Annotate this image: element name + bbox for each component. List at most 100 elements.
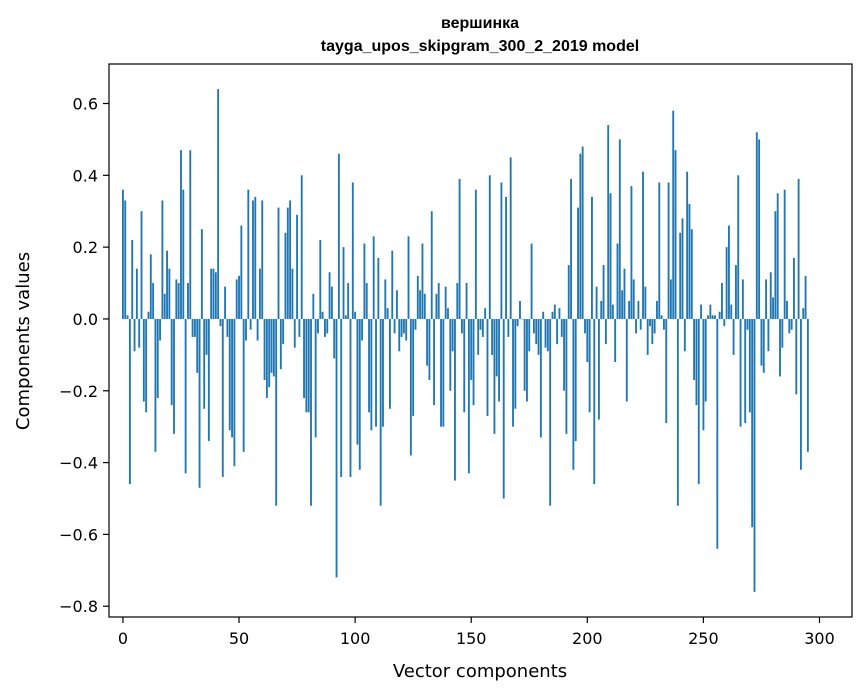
bar-46: [228, 318, 231, 431]
bar-133: [430, 211, 433, 319]
bar-217: [625, 318, 628, 402]
bar-139: [444, 286, 447, 319]
bar-26: [182, 189, 185, 319]
bar-43: [221, 318, 224, 477]
bar-257: [718, 311, 721, 319]
bar-113: [384, 279, 387, 319]
bar-116: [391, 250, 394, 319]
bar-131: [426, 318, 429, 366]
bar-267: [741, 279, 744, 319]
bar-42: [219, 318, 222, 327]
bar-140: [447, 308, 449, 319]
bar-77: [300, 175, 303, 319]
bar-198: [581, 146, 584, 319]
x-tick-label: 0: [118, 629, 128, 648]
bar-107: [370, 318, 373, 431]
chart-title: вершинка: [441, 15, 519, 32]
bar-16: [159, 318, 162, 341]
bar-137: [440, 318, 442, 427]
bar-80: [307, 318, 310, 413]
y-tick-label: 0.6: [73, 95, 98, 114]
bar-135: [435, 293, 438, 319]
bar-9: [142, 318, 145, 402]
bar-272: [753, 318, 756, 592]
bar-123: [407, 236, 410, 319]
bar-228: [651, 318, 654, 345]
bar-231: [658, 182, 661, 319]
bar-163: [500, 182, 503, 319]
bar-136: [437, 283, 440, 319]
y-tick-label: 0.2: [73, 238, 98, 257]
bar-141: [449, 318, 452, 391]
bar-213: [616, 243, 619, 319]
bar-50: [238, 275, 240, 319]
bar-268: [744, 318, 747, 424]
bar-254: [711, 315, 714, 319]
bar-218: [628, 301, 631, 319]
bar-256: [716, 318, 719, 549]
bar-259: [723, 318, 726, 327]
bar-290: [795, 318, 798, 395]
y-tick-label: 0.0: [73, 310, 98, 329]
bar-122: [405, 318, 408, 341]
bar-170: [516, 318, 519, 327]
bar-204: [595, 286, 598, 319]
bar-44: [224, 286, 227, 319]
bar-288: [790, 318, 793, 330]
bar-93: [337, 153, 340, 319]
bar-150: [470, 318, 473, 380]
bar-234: [665, 318, 668, 424]
bar-266: [739, 318, 742, 427]
bar-35: [203, 318, 206, 409]
bar-237: [672, 110, 675, 319]
bar-25: [180, 150, 182, 319]
bar-108: [372, 236, 375, 319]
bar-223: [639, 318, 642, 330]
bar-12: [149, 254, 152, 319]
bar-281: [774, 211, 777, 319]
bar-102: [358, 318, 361, 470]
bar-199: [584, 318, 586, 334]
bar-171: [519, 301, 521, 319]
bar-212: [614, 318, 617, 363]
bar-224: [642, 171, 644, 319]
bar-132: [428, 318, 431, 380]
bar-273: [755, 132, 758, 319]
bar-38: [210, 268, 213, 319]
bar-14: [154, 318, 157, 452]
bar-225: [644, 286, 647, 319]
bar-21: [170, 318, 173, 406]
bar-230: [656, 301, 658, 319]
bar-149: [467, 318, 470, 474]
bar-148: [465, 283, 468, 319]
bar-275: [760, 318, 763, 366]
bar-18: [163, 293, 166, 319]
bar-185: [551, 311, 554, 319]
bar-193: [570, 178, 572, 319]
bar-241: [681, 218, 684, 319]
bar-180: [539, 318, 542, 438]
bar-253: [709, 304, 712, 319]
bar-73: [291, 268, 294, 319]
bar-67: [277, 207, 280, 319]
bar-205: [597, 318, 600, 420]
bar-24: [177, 283, 180, 319]
bar-5: [133, 318, 136, 352]
bar-177: [532, 318, 535, 334]
bar-2: [126, 315, 129, 319]
bar-159: [491, 318, 494, 355]
bar-17: [161, 200, 164, 319]
bar-34: [200, 229, 203, 319]
bar-262: [730, 304, 733, 319]
bar-156: [484, 308, 487, 319]
x-tick-label: 200: [572, 629, 603, 648]
bar-294: [804, 275, 807, 319]
bar-8: [140, 211, 143, 319]
bar-280: [772, 297, 774, 319]
bar-129: [421, 243, 424, 319]
bar-151: [472, 318, 475, 406]
bar-45: [226, 318, 229, 337]
bar-53: [245, 318, 247, 341]
bar-164: [502, 318, 505, 499]
bar-48: [233, 318, 236, 467]
